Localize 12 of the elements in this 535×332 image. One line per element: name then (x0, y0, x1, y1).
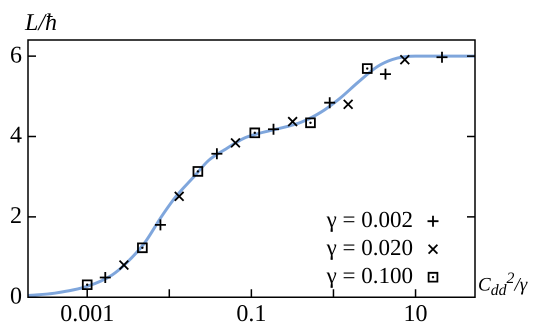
x-tick-label: 0.001 (60, 300, 114, 327)
y-tick-label: 2 (10, 203, 22, 230)
y-tick-label: 6 (10, 42, 22, 68)
x-tick-label: 0.1 (236, 300, 266, 327)
y-axis-title: L/ħ (24, 10, 58, 36)
y-tick-label: 0 (10, 283, 22, 310)
legend-label: γ = 0.020 (326, 235, 413, 260)
x-axis-title: C$_{dd}$$^{2}$/γ (478, 270, 528, 300)
x-tick-label: 10 (404, 300, 428, 327)
legend-label: γ = 0.100 (326, 263, 413, 288)
legend-label: γ = 0.002 (326, 207, 413, 232)
y-tick-label: 4 (10, 122, 22, 149)
